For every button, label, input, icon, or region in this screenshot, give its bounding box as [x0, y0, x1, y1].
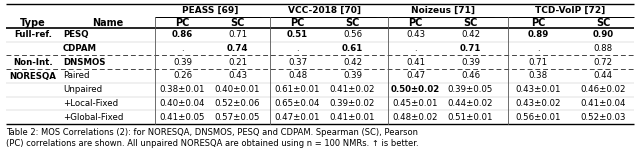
Text: 0.43±0.02: 0.43±0.02	[515, 99, 561, 108]
Text: 0.39: 0.39	[461, 58, 480, 67]
Text: 0.37: 0.37	[288, 58, 307, 67]
Text: 0.71: 0.71	[228, 30, 247, 39]
Text: Non-Int.: Non-Int.	[13, 58, 53, 67]
Text: PC: PC	[408, 17, 422, 27]
Text: SC: SC	[230, 17, 244, 27]
Text: 0.44±0.02: 0.44±0.02	[448, 99, 493, 108]
Text: 0.56±0.01: 0.56±0.01	[515, 113, 561, 122]
Text: Paired: Paired	[63, 71, 90, 80]
Text: (PC) correlations are shown. All unpaired NORESQA are obtained using n = 100 NMR: (PC) correlations are shown. All unpaire…	[6, 139, 419, 148]
Text: .: .	[181, 44, 184, 53]
Text: 0.72: 0.72	[593, 58, 612, 67]
Text: 0.48±0.02: 0.48±0.02	[393, 113, 438, 122]
Text: 0.40±0.04: 0.40±0.04	[160, 99, 205, 108]
Text: 0.41±0.04: 0.41±0.04	[580, 99, 626, 108]
Text: .: .	[414, 44, 417, 53]
Text: 0.41±0.05: 0.41±0.05	[160, 113, 205, 122]
Text: VCC-2018 [70]: VCC-2018 [70]	[289, 6, 362, 15]
Text: 0.57±0.05: 0.57±0.05	[215, 113, 260, 122]
Text: Type: Type	[20, 17, 46, 27]
Text: SC: SC	[346, 17, 360, 27]
Text: 0.52±0.03: 0.52±0.03	[580, 113, 626, 122]
Text: +Local-Fixed: +Local-Fixed	[63, 99, 118, 108]
Text: 0.51±0.01: 0.51±0.01	[448, 113, 493, 122]
Text: Full-ref.: Full-ref.	[14, 30, 52, 39]
Text: Name: Name	[92, 17, 123, 27]
Text: 0.43±0.01: 0.43±0.01	[515, 85, 561, 94]
Text: 0.89: 0.89	[527, 30, 548, 39]
Text: 0.50±0.02: 0.50±0.02	[391, 85, 440, 94]
Text: 0.41±0.01: 0.41±0.01	[330, 113, 375, 122]
Text: SC: SC	[596, 17, 610, 27]
Text: 0.74: 0.74	[227, 44, 248, 53]
Text: 0.43: 0.43	[228, 71, 247, 80]
Text: 0.42: 0.42	[461, 30, 480, 39]
Text: NORESQA: NORESQA	[10, 71, 56, 80]
Text: TCD-VoIP [72]: TCD-VoIP [72]	[536, 6, 605, 15]
Text: Noizeus [71]: Noizeus [71]	[411, 6, 475, 15]
Text: 0.46: 0.46	[461, 71, 480, 80]
Text: 0.38±0.01: 0.38±0.01	[160, 85, 205, 94]
Text: 0.44: 0.44	[593, 71, 612, 80]
Text: 0.61±0.01: 0.61±0.01	[275, 85, 320, 94]
Text: PESQ: PESQ	[63, 30, 88, 39]
Text: 0.61: 0.61	[342, 44, 363, 53]
Text: 0.46±0.02: 0.46±0.02	[580, 85, 626, 94]
Text: 0.38: 0.38	[529, 71, 548, 80]
Text: 0.26: 0.26	[173, 71, 192, 80]
Text: 0.90: 0.90	[593, 30, 614, 39]
Text: 0.39±0.02: 0.39±0.02	[330, 99, 375, 108]
Text: 0.39: 0.39	[343, 71, 362, 80]
Text: 0.65±0.04: 0.65±0.04	[275, 99, 320, 108]
Text: 0.71: 0.71	[460, 44, 481, 53]
Text: PC: PC	[175, 17, 189, 27]
Text: 0.40±0.01: 0.40±0.01	[215, 85, 260, 94]
Text: +Global-Fixed: +Global-Fixed	[63, 113, 124, 122]
Text: 0.47: 0.47	[406, 71, 425, 80]
Text: 0.45±0.01: 0.45±0.01	[393, 99, 438, 108]
Text: PC: PC	[291, 17, 305, 27]
Text: 0.42: 0.42	[343, 58, 362, 67]
Text: SC: SC	[463, 17, 477, 27]
Text: 0.88: 0.88	[593, 44, 612, 53]
Text: 0.86: 0.86	[172, 30, 193, 39]
Text: PC: PC	[531, 17, 545, 27]
Text: 0.43: 0.43	[406, 30, 425, 39]
Text: .: .	[537, 44, 540, 53]
Text: CDPAM: CDPAM	[63, 44, 97, 53]
Text: 0.41: 0.41	[406, 58, 425, 67]
Text: 0.52±0.06: 0.52±0.06	[215, 99, 260, 108]
Text: 0.47±0.01: 0.47±0.01	[275, 113, 320, 122]
Text: 0.71: 0.71	[529, 58, 548, 67]
Text: DNSMOS: DNSMOS	[63, 58, 106, 67]
Text: Table 2: MOS Correlations (2): for NORESQA, DNSMOS, PESQ and CDPAM. Spearman (SC: Table 2: MOS Correlations (2): for NORES…	[6, 128, 418, 137]
Text: 0.39: 0.39	[173, 58, 192, 67]
Text: 0.41±0.02: 0.41±0.02	[330, 85, 375, 94]
Text: 0.21: 0.21	[228, 58, 247, 67]
Text: .: .	[296, 44, 299, 53]
Text: 0.56: 0.56	[343, 30, 362, 39]
Text: 0.51: 0.51	[287, 30, 308, 39]
Text: Unpaired: Unpaired	[63, 85, 102, 94]
Text: 0.48: 0.48	[288, 71, 307, 80]
Text: 0.39±0.05: 0.39±0.05	[448, 85, 493, 94]
Text: PEASS [69]: PEASS [69]	[182, 6, 238, 15]
